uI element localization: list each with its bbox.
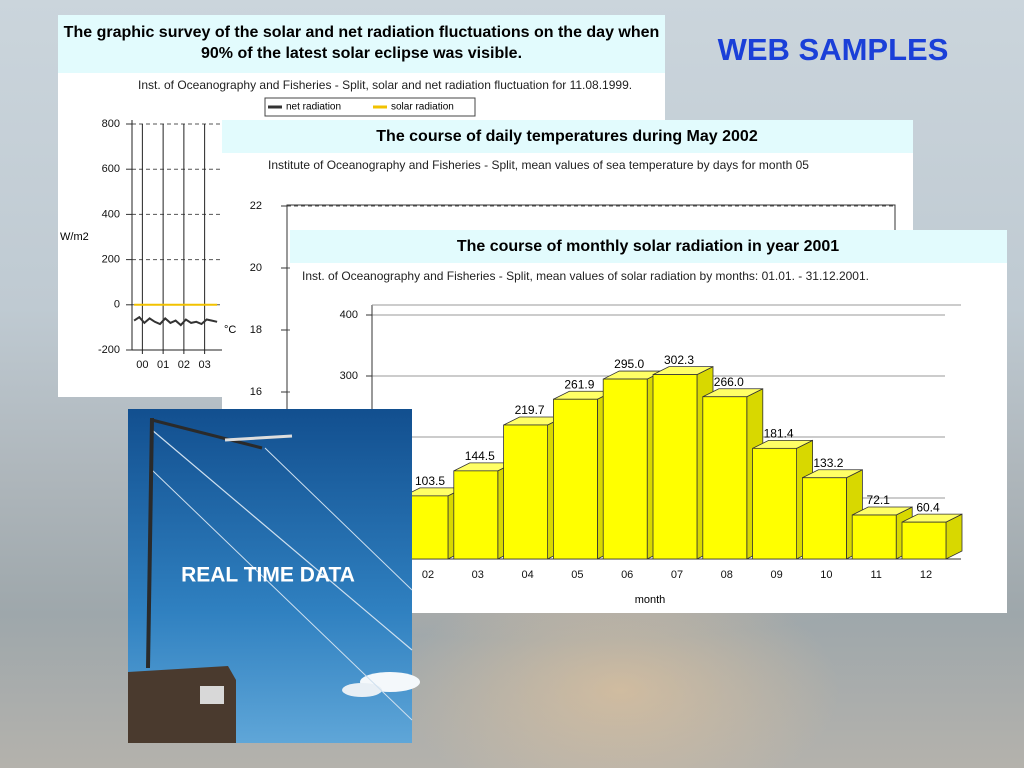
y-tick-label: 20 xyxy=(250,262,262,274)
value-label: 144.5 xyxy=(465,449,495,463)
y-tick-label: 200 xyxy=(102,254,120,266)
x-axis-label: month xyxy=(635,594,666,606)
value-label: 181.4 xyxy=(764,427,794,441)
series-line xyxy=(133,315,218,327)
y-tick-label: 600 xyxy=(102,163,120,175)
title-bar xyxy=(290,230,1007,263)
value-label: 266.0 xyxy=(714,375,744,389)
bar xyxy=(702,396,748,560)
chart-title: The course of daily temperatures during … xyxy=(376,128,758,145)
sign xyxy=(200,686,224,704)
x-tick-label: 08 xyxy=(721,569,733,581)
bar xyxy=(453,470,499,560)
legend-label: solar radiation xyxy=(391,102,454,113)
guy-wire xyxy=(151,429,413,651)
value-label: 103.5 xyxy=(415,474,445,488)
title-bar xyxy=(58,15,665,73)
y-tick-label: 300 xyxy=(340,370,358,382)
title-box: The graphic survey of the solar and net … xyxy=(63,24,660,62)
value-label: 261.9 xyxy=(564,377,594,391)
bar xyxy=(752,447,797,560)
bar xyxy=(503,424,549,560)
sensors xyxy=(224,434,293,442)
legend-label: net radiation xyxy=(286,102,341,113)
chart-subtitle: Institute of Oceanography and Fisheries … xyxy=(268,158,809,172)
x-tick-label: 05 xyxy=(571,569,583,581)
chart-subtitle: Inst. of Oceanography and Fisheries - Sp… xyxy=(302,269,869,283)
value-label: 60.4 xyxy=(916,500,940,514)
y-tick-label: 0 xyxy=(114,299,120,311)
mast-arm xyxy=(151,418,263,450)
chart-subtitle: Inst. of Oceanography and Fisheries - Sp… xyxy=(138,78,632,92)
x-tick-label: 03 xyxy=(472,569,484,581)
y-tick-label: 18 xyxy=(250,324,262,336)
y-axis-label: °C xyxy=(224,324,236,336)
x-tick-label: 01 xyxy=(157,359,169,371)
x-tick-label: 07 xyxy=(671,569,683,581)
bar xyxy=(602,378,648,560)
cloud xyxy=(342,683,382,697)
bar xyxy=(901,521,947,560)
y-tick-label: 400 xyxy=(340,309,358,321)
x-tick-label: 03 xyxy=(199,359,211,371)
bar xyxy=(802,477,847,560)
legend xyxy=(264,97,476,117)
y-tick-label: 22 xyxy=(250,200,262,212)
mast xyxy=(146,417,154,669)
x-tick-label: 04 xyxy=(521,569,533,581)
bar xyxy=(851,514,897,560)
y-tick-label: 800 xyxy=(102,118,120,130)
slide-title: WEB SAMPLES xyxy=(718,32,949,67)
x-tick-label: 12 xyxy=(920,569,932,581)
y-tick-label: 16 xyxy=(250,386,262,398)
x-tick-label: 10 xyxy=(820,569,832,581)
photo: REAL TIME DATA xyxy=(128,409,420,743)
x-tick-label: 11 xyxy=(870,569,881,581)
y-axis-label: W/m2 xyxy=(60,231,89,243)
chart-title: The course of monthly solar radiation in… xyxy=(457,238,839,255)
x-tick-label: 02 xyxy=(422,569,434,581)
building xyxy=(128,666,236,743)
value-label: 72.1 xyxy=(867,493,891,507)
value-label: 295.0 xyxy=(614,357,644,371)
bar xyxy=(652,374,698,560)
guy-wire xyxy=(264,447,413,591)
x-tick-label: 09 xyxy=(770,569,782,581)
x-tick-label: 00 xyxy=(136,359,148,371)
bar xyxy=(553,398,598,560)
photo-label: REAL TIME DATA xyxy=(181,564,355,587)
guy-wire xyxy=(151,469,413,721)
value-label: 133.2 xyxy=(813,456,843,470)
value-label: 219.7 xyxy=(515,403,545,417)
value-label: 302.3 xyxy=(664,353,694,367)
x-tick-label: 06 xyxy=(621,569,633,581)
y-tick-label: 400 xyxy=(102,208,120,220)
title-bar xyxy=(222,120,913,153)
x-tick-label: 02 xyxy=(178,359,190,371)
chart-title: The graphic survey of the solar and net … xyxy=(63,24,660,62)
y-tick-label: -200 xyxy=(98,344,120,356)
